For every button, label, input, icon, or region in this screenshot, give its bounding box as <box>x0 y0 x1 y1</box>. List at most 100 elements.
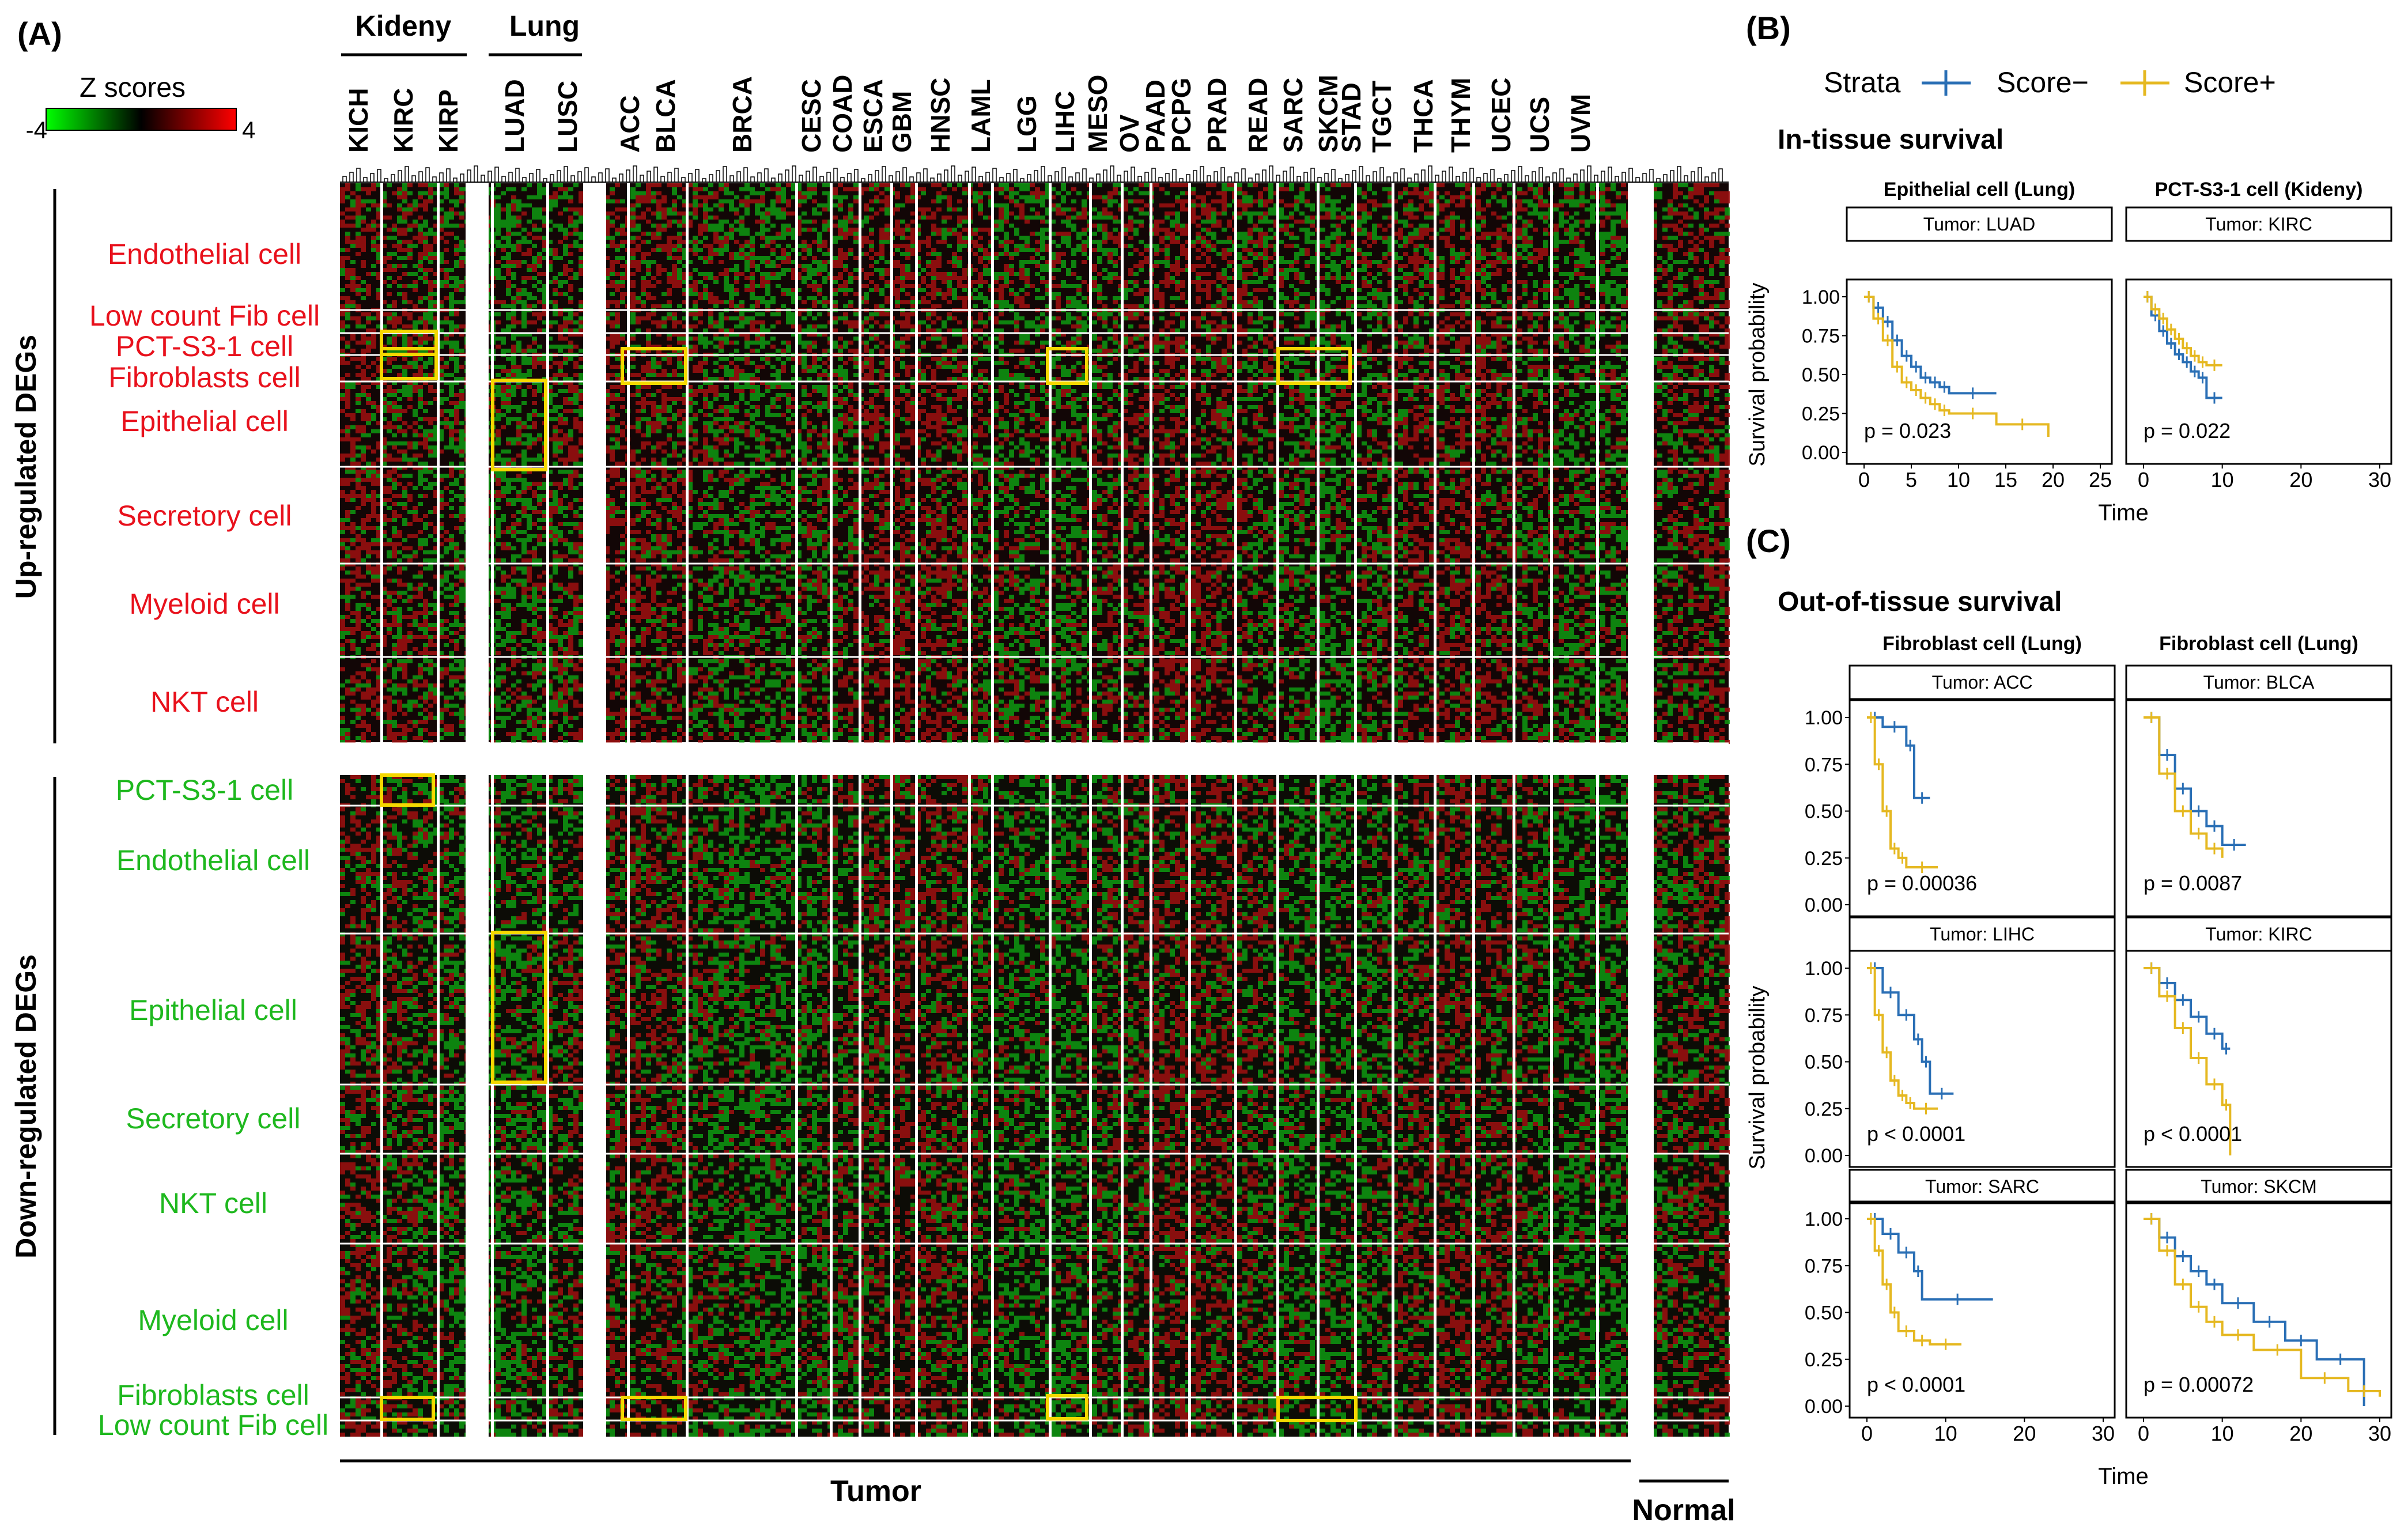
km-strip <box>2125 916 2392 952</box>
row-label-down: Endothelial cell <box>116 844 310 877</box>
row-label-up: Myeloid cell <box>129 588 279 620</box>
km-pvalue: p < 0.0001 <box>2144 1122 2242 1146</box>
km-plot: Fibroblast cell (Lung) Tumor: ACC 1.00 0.75… <box>1805 633 2116 917</box>
km-strip <box>1848 664 2116 700</box>
highlight-box <box>380 330 438 356</box>
normal-label: Normal <box>1632 1494 1735 1527</box>
km-ytick: 0.50 <box>1805 801 1843 823</box>
km-strip <box>1848 1169 2116 1204</box>
km-xtick: 20 <box>2289 1422 2312 1445</box>
km-plot-title: Fibroblast cell (Lung) <box>2159 633 2358 655</box>
km-pvalue: p = 0.0087 <box>2144 871 2242 895</box>
column-label: LUAD <box>500 79 530 153</box>
up-regulated-title: Up-regulated DEGs <box>10 335 42 599</box>
km-strip <box>2125 1169 2392 1204</box>
km-plot: Tumor: KIRC p < 0.0001 <box>2125 916 2392 1168</box>
column-labels: KICH KIRC KIRP LUAD LUSC ACC BLCA BRCA CESC COAD E… <box>340 75 1729 183</box>
km-xtick: 20 <box>2042 468 2065 492</box>
km-xtick: 10 <box>1947 468 1970 492</box>
legend-pos-label: Score+ <box>2184 66 2276 99</box>
legend-title: Strata <box>1824 66 1901 99</box>
row-label-up: Fibroblasts cell <box>108 361 300 394</box>
row-label-down: Fibroblasts cell <box>117 1379 309 1411</box>
km-xtick: 15 <box>1994 468 2017 492</box>
row-label-up: Low count Fib cell <box>89 300 320 332</box>
km-ytick: 0.25 <box>1805 1098 1843 1120</box>
highlight-box <box>491 379 547 471</box>
out-tissue-xlabel: Time <box>2098 1464 2148 1489</box>
in-tissue-xlabel: Time <box>2098 500 2148 526</box>
km-ytick: 0.75 <box>1802 326 1840 347</box>
row-label-up: PCT-S3-1 cell <box>116 330 293 362</box>
highlight-box <box>1276 347 1352 385</box>
km-xtick: 20 <box>2013 1422 2036 1445</box>
column-label: LIHC <box>1050 91 1080 153</box>
column-label: SARC <box>1278 78 1308 153</box>
km-ytick: 0.00 <box>1805 1396 1843 1418</box>
column-label: HNSC <box>925 78 955 153</box>
column-label: LAML <box>966 79 996 153</box>
km-strip-label: Tumor: LUAD <box>1923 214 2035 235</box>
km-plot-title: Epithelial cell (Lung) <box>1884 179 2075 201</box>
column-label: LGG <box>1012 95 1042 153</box>
km-strip-label: Tumor: BLCA <box>2203 672 2315 693</box>
highlight-box <box>491 931 547 1084</box>
km-ytick: 0.75 <box>1805 1255 1843 1277</box>
km-strip-label: Tumor: SKCM <box>2201 1176 2317 1197</box>
row-label-down: Epithelial cell <box>129 994 297 1026</box>
km-panel-border <box>2125 950 2392 1168</box>
highlight-box <box>1276 1396 1358 1422</box>
km-xtick: 30 <box>2368 468 2391 492</box>
highlight-box <box>380 773 435 807</box>
group-lung-label: Lung <box>509 10 580 42</box>
km-ytick: 1.00 <box>1805 1208 1843 1230</box>
column-label: OV <box>1114 114 1144 153</box>
km-strip-label: Tumor: LIHC <box>1930 924 2035 945</box>
column-label: STAD <box>1336 82 1366 153</box>
colorbar-title: Z scores <box>80 73 186 103</box>
km-plot: Tumor: LIHC 1.00 0.75 0.50 0.25 0.00 p < 0.000… <box>1805 916 2116 1168</box>
km-ytick: 0.75 <box>1805 754 1843 776</box>
km-ytick: 0.00 <box>1805 894 1843 916</box>
column-label: GBM <box>887 91 917 153</box>
row-label-down: Low count Fib cell <box>98 1409 328 1441</box>
column-label: ACC <box>615 95 645 153</box>
km-ytick: 0.25 <box>1805 1349 1843 1371</box>
column-label: KIRP <box>433 89 463 153</box>
colorbar-gradient <box>46 108 237 131</box>
km-ytick: 0.25 <box>1802 403 1840 425</box>
km-ytick: 1.00 <box>1802 286 1840 308</box>
km-ytick: 0.75 <box>1805 1004 1843 1026</box>
highlight-box <box>380 347 438 380</box>
km-plot: Tumor: SARC 1.00 0.75 0.50 0.25 0.00 0 10 20 30 p … <box>1805 1169 2116 1445</box>
km-xtick: 20 <box>2289 468 2312 492</box>
highlight-box <box>380 1396 435 1421</box>
km-curve-score-pos <box>1867 967 1938 1110</box>
column-label: UCS <box>1525 97 1555 153</box>
km-strip-label: Tumor: KIRC <box>2205 924 2312 945</box>
column-label: LUSC <box>553 81 583 153</box>
column-label: UCEC <box>1486 78 1516 153</box>
km-xtick: 10 <box>2211 1422 2234 1445</box>
group-kidney-label: Kideny <box>356 10 452 42</box>
column-label: ESCA <box>858 79 888 153</box>
tumor-label: Tumor <box>830 1475 921 1508</box>
column-label: KIRC <box>388 88 418 153</box>
km-curve-score-neg <box>2144 967 2231 1050</box>
km-xtick: 0 <box>1858 468 1870 492</box>
km-plot-title: PCT-S3-1 cell (Kideny) <box>2155 179 2363 201</box>
column-label: CESC <box>796 79 826 153</box>
km-xtick: 10 <box>1934 1422 1957 1445</box>
km-strip <box>1846 206 2113 242</box>
km-curve-score-neg <box>1867 967 1954 1095</box>
km-xtick: 30 <box>2092 1422 2115 1445</box>
km-pvalue: p = 0.00072 <box>2144 1373 2254 1396</box>
row-label-up: Endothelial cell <box>108 238 301 270</box>
in-tissue-title: In-tissue survival <box>1778 124 2003 155</box>
km-panel-border <box>2125 699 2392 917</box>
out-tissue-ylabel: Survival probability <box>1745 986 1770 1170</box>
column-label: SKCM <box>1313 75 1343 153</box>
km-curve-score-neg <box>1864 296 1997 395</box>
